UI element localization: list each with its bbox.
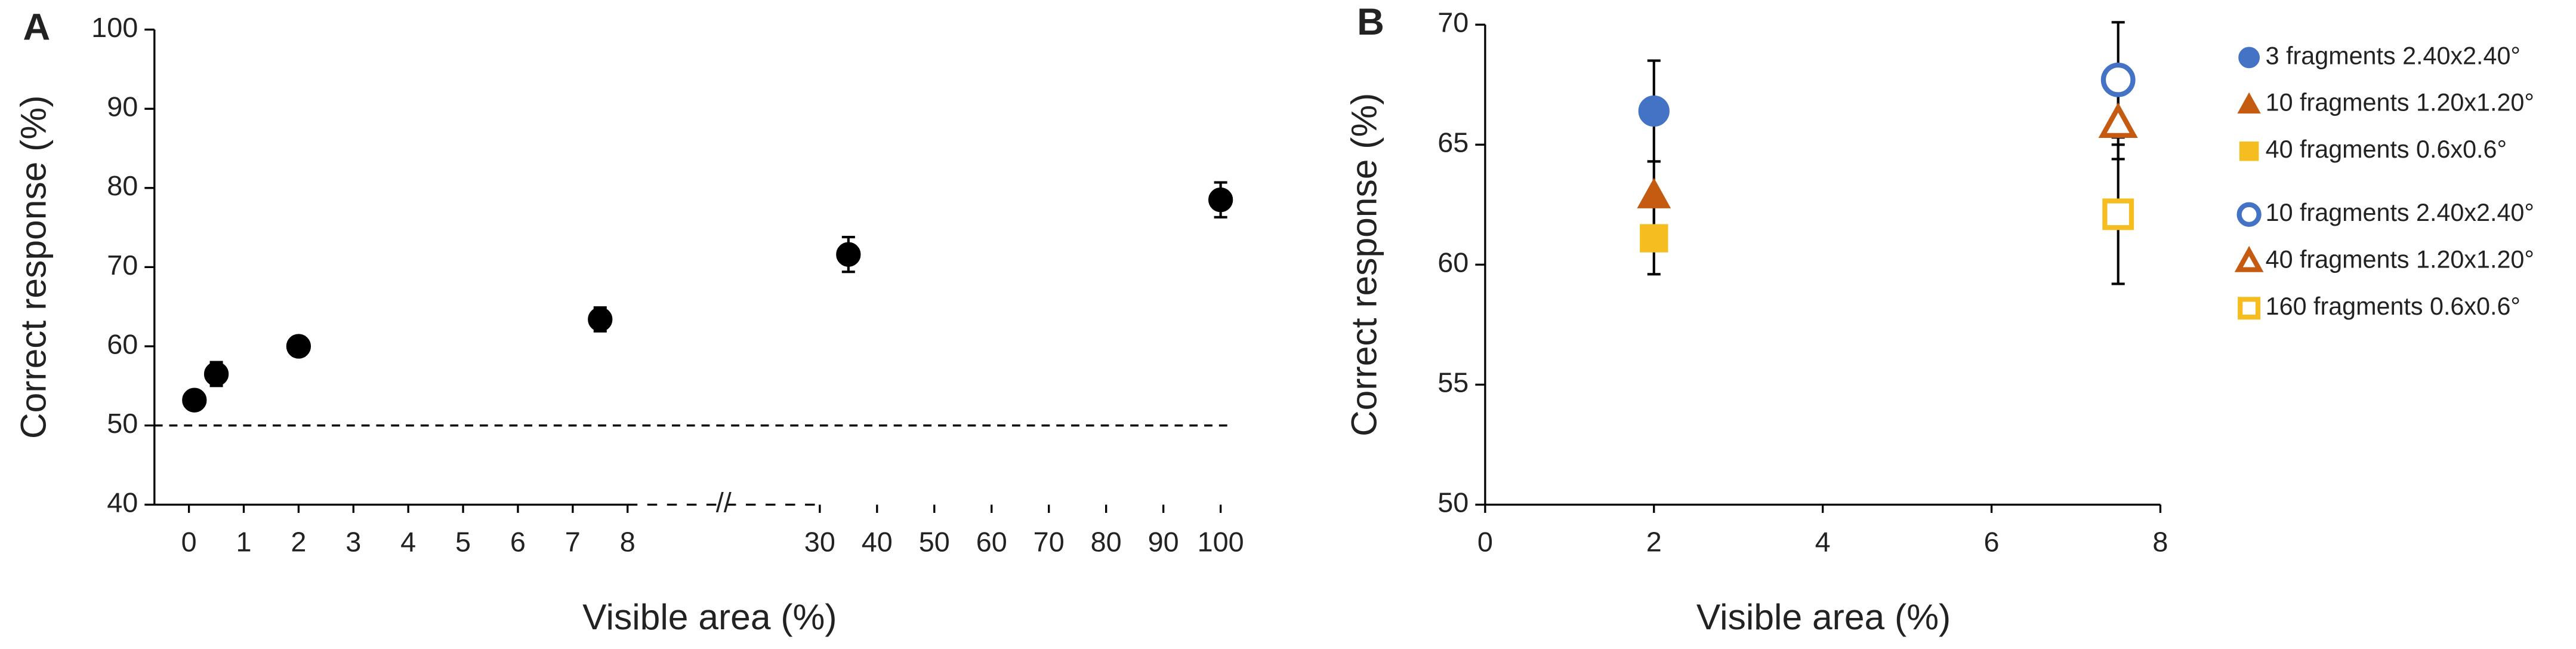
legend-marker xyxy=(2238,47,2260,69)
legend-marker xyxy=(2239,142,2259,161)
y-axis-title: Correct response (%) xyxy=(1344,93,1384,437)
x-tick-label: 4 xyxy=(1815,527,1831,558)
y-tick-label: 80 xyxy=(107,170,138,201)
data-point xyxy=(1638,95,1670,127)
data-point xyxy=(182,387,207,413)
panel-label: A xyxy=(23,6,51,48)
data-point xyxy=(1637,177,1671,208)
y-tick-label: 70 xyxy=(1437,7,1469,38)
data-point xyxy=(286,334,311,359)
x-tick-label: 6 xyxy=(1984,527,2000,558)
y-tick-label: 90 xyxy=(107,91,138,122)
x-tick-label: 80 xyxy=(1091,527,1122,558)
y-tick-label: 65 xyxy=(1437,127,1469,158)
x-tick-label: 6 xyxy=(510,527,526,558)
y-tick-label: 40 xyxy=(107,487,138,518)
legend-label: 10 fragments 1.20x1.20° xyxy=(2266,89,2534,116)
y-axis-title: Correct response (%) xyxy=(13,96,54,439)
x-tick-label: 50 xyxy=(919,527,950,558)
legend-label: 40 fragments 0.6x0.6° xyxy=(2266,136,2507,163)
legend-label: 3 fragments 2.40x2.40° xyxy=(2266,42,2521,69)
data-point xyxy=(2102,198,2134,230)
data-point xyxy=(203,361,229,387)
x-tick-label: 1 xyxy=(236,527,251,558)
x-tick-label: 90 xyxy=(1148,527,1179,558)
legend-marker xyxy=(2236,202,2262,227)
legend-label: 10 fragments 2.40x2.40° xyxy=(2266,199,2534,226)
data-point xyxy=(588,307,613,332)
x-tick-label: 2 xyxy=(1646,527,1662,558)
y-tick-label: 50 xyxy=(1437,487,1469,518)
x-tick-label: 8 xyxy=(620,527,635,558)
data-point xyxy=(2098,102,2138,139)
y-tick-label: 55 xyxy=(1437,367,1469,398)
legend-label: 160 fragments 0.6x0.6° xyxy=(2266,293,2521,320)
y-tick-label: 50 xyxy=(107,408,138,439)
data-point xyxy=(1208,187,1233,213)
x-tick-label: 2 xyxy=(291,527,306,558)
x-tick-label: 70 xyxy=(1034,527,1065,558)
x-tick-label: 3 xyxy=(345,527,361,558)
y-tick-label: 100 xyxy=(91,12,138,43)
y-tick-label: 60 xyxy=(1437,247,1469,278)
x-tick-label: 4 xyxy=(400,527,416,558)
legend-marker xyxy=(2234,245,2264,272)
axis-break-mark: // xyxy=(716,487,732,518)
data-point xyxy=(1640,224,1668,253)
legend-label: 40 fragments 1.20x1.20° xyxy=(2266,246,2534,273)
x-axis-title: Visible area (%) xyxy=(1696,596,1951,637)
x-tick-label: 0 xyxy=(181,527,197,558)
x-axis-title: Visible area (%) xyxy=(582,596,837,637)
x-tick-label: 7 xyxy=(565,527,581,558)
x-tick-label: 100 xyxy=(1198,527,1244,558)
data-point xyxy=(836,242,861,267)
x-tick-label: 8 xyxy=(2152,527,2168,558)
data-point xyxy=(2100,62,2136,97)
panel-label: B xyxy=(1357,1,1384,43)
x-tick-label: 60 xyxy=(976,527,1007,558)
y-tick-label: 70 xyxy=(107,250,138,281)
x-tick-label: 0 xyxy=(1477,527,1493,558)
x-tick-label: 40 xyxy=(862,527,893,558)
legend-marker xyxy=(2237,92,2261,114)
x-tick-label: 30 xyxy=(804,527,835,558)
legend-marker xyxy=(2238,297,2261,320)
x-tick-label: 5 xyxy=(455,527,471,558)
y-tick-label: 60 xyxy=(107,328,138,359)
